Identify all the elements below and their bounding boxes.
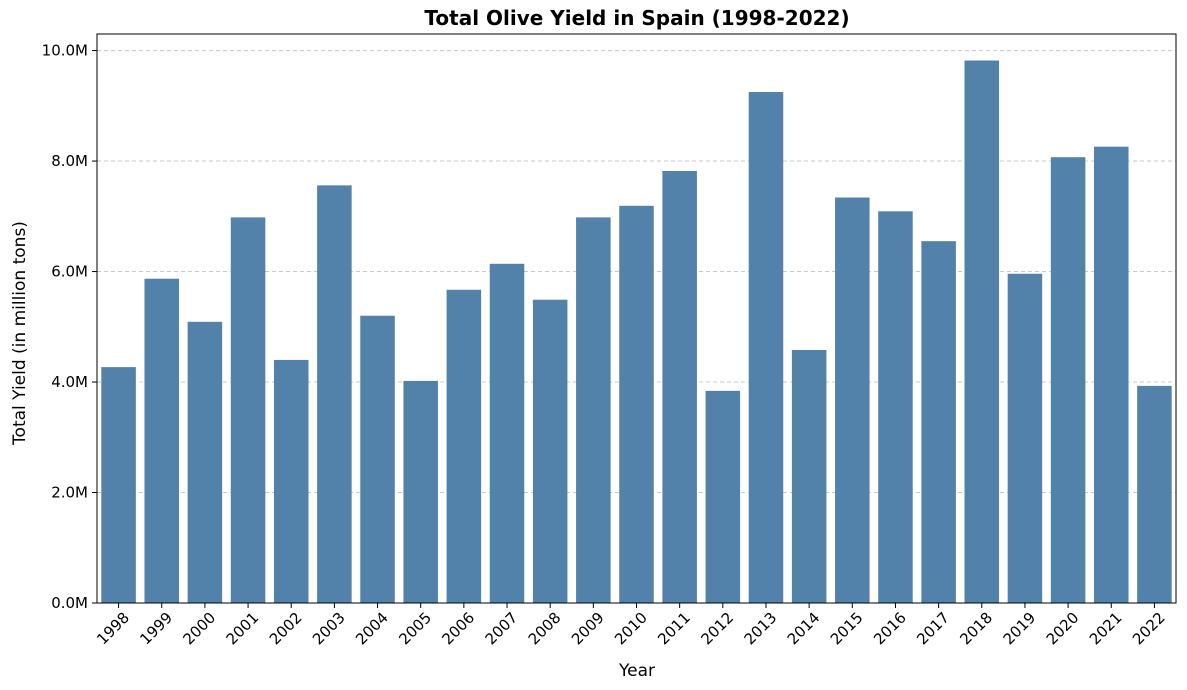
bar-1999 — [144, 278, 180, 603]
x-tick-label: 2011 — [654, 609, 694, 649]
x-tick-label: 2004 — [352, 609, 392, 649]
bar-2010 — [619, 205, 654, 603]
bar-2005 — [403, 380, 438, 603]
x-axis-ticks: 1998 1999 2000 2001 2002 2003 2004 2005 2006 2007… — [93, 603, 1169, 648]
bar-2009 — [576, 217, 611, 603]
x-tick-label: 2009 — [568, 609, 608, 649]
bar-2013 — [748, 92, 784, 603]
x-tick-label: 2015 — [827, 609, 867, 649]
x-tick-label: 2018 — [956, 609, 996, 649]
bar-2003 — [317, 185, 352, 603]
bar-2012 — [705, 390, 741, 603]
x-tick-label: 2014 — [784, 609, 824, 649]
bar-2022 — [1137, 385, 1172, 603]
bar-2008 — [532, 299, 568, 603]
x-tick-label: 2003 — [309, 609, 349, 649]
bar-2015 — [835, 197, 870, 604]
x-tick-label: 2007 — [482, 609, 522, 649]
x-tick-label: 2010 — [611, 609, 651, 649]
y-axis-ticks: 0.0M 2.0M 4.0M 6.0M 8.0M 10.0M — [42, 42, 97, 612]
y-tick-label: 4.0M — [51, 373, 88, 391]
bar-2000 — [187, 321, 223, 603]
x-tick-label: 2020 — [1043, 609, 1083, 649]
x-tick-label: 2008 — [525, 609, 565, 649]
x-tick-label: 1998 — [93, 609, 133, 649]
bar-2007 — [489, 263, 525, 603]
y-axis-label: Total Yield (in million tons) — [10, 221, 30, 446]
x-tick-label: 1999 — [136, 609, 176, 649]
x-tick-label: 2019 — [1000, 609, 1040, 649]
bar-2011 — [662, 171, 697, 603]
x-tick-label: 2000 — [179, 609, 219, 649]
bar-2019 — [1007, 273, 1043, 603]
x-tick-label: 2012 — [697, 609, 737, 649]
bar-2016 — [878, 211, 913, 603]
x-tick-label: 2005 — [395, 609, 435, 649]
x-tick-label: 2021 — [1086, 609, 1126, 649]
bar-2002 — [273, 359, 309, 603]
x-axis-label: Year — [618, 661, 655, 681]
bar-2006 — [446, 289, 482, 603]
y-tick-label: 2.0M — [51, 484, 88, 502]
x-tick-label: 2001 — [223, 609, 263, 649]
x-tick-label: 2002 — [266, 609, 306, 649]
bar-2001 — [230, 217, 266, 603]
y-tick-label: 8.0M — [51, 152, 88, 170]
x-tick-label: 2022 — [1129, 609, 1169, 649]
x-tick-label: 2017 — [913, 609, 953, 649]
bars-group — [101, 60, 1172, 604]
y-tick-label: 10.0M — [42, 42, 88, 60]
bar-1998 — [101, 367, 136, 603]
bar-2021 — [1093, 146, 1129, 604]
chart-title: Total Olive Yield in Spain (1998-2022) — [424, 6, 849, 30]
bar-2014 — [791, 349, 827, 603]
x-tick-label: 2013 — [741, 609, 781, 649]
x-tick-label: 2006 — [438, 609, 478, 649]
bar-2020 — [1050, 157, 1086, 603]
x-tick-label: 2016 — [870, 609, 910, 649]
bar-2004 — [360, 315, 395, 603]
bar-2018 — [964, 60, 1000, 604]
bar-2017 — [921, 241, 956, 603]
y-tick-label: 6.0M — [51, 263, 88, 281]
y-tick-label: 0.0M — [51, 594, 88, 612]
